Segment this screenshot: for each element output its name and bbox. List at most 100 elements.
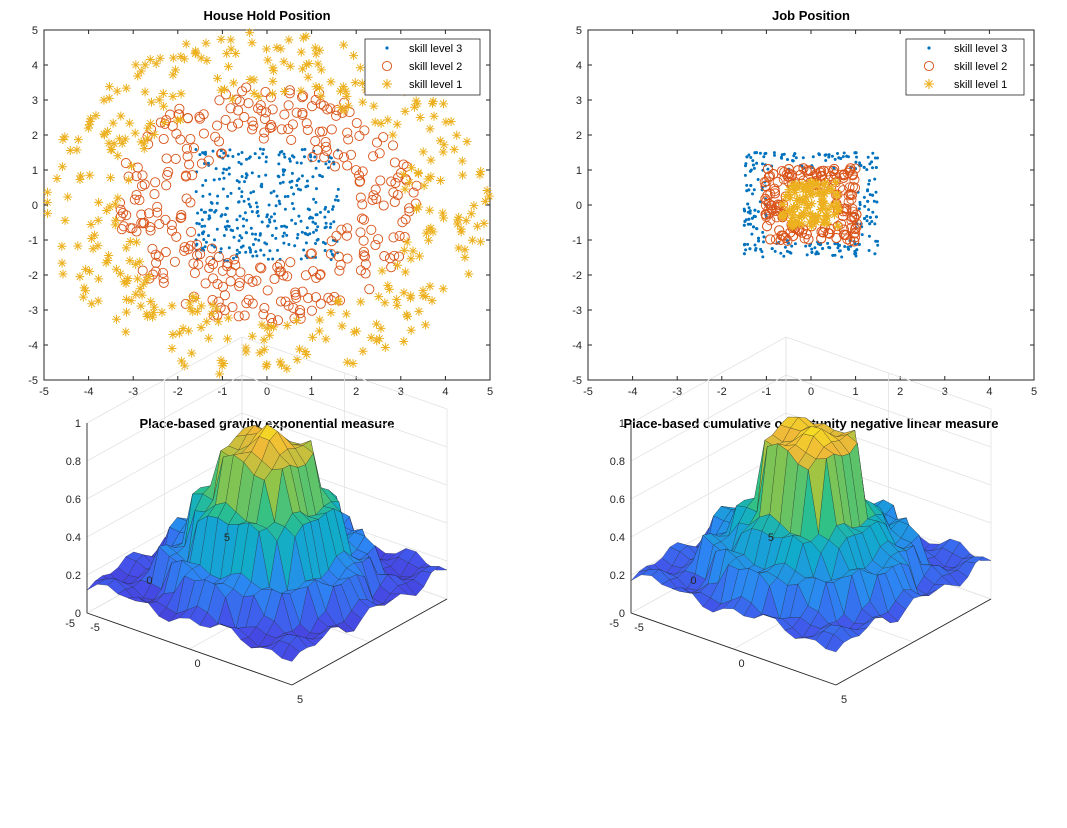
data-point [472,221,482,231]
data-point [226,44,236,54]
x-tick-label: 3 [942,386,948,398]
data-point [176,212,187,223]
data-point [787,211,797,221]
data-point [196,158,207,169]
data-point [753,208,757,212]
data-point [219,247,223,251]
y-tick-label: -3 [28,305,38,317]
data-point [244,176,248,180]
data-point [425,205,435,215]
data-point [266,257,270,261]
data-point [324,221,328,225]
data-point [242,224,245,228]
data-point [81,286,91,296]
data-point [336,199,340,202]
data-point [274,259,286,270]
data-point [862,195,866,199]
data-point [117,138,127,148]
data-point [392,260,402,270]
data-point [167,343,177,353]
z-tick-label: 1 [619,418,625,430]
data-point [748,209,752,213]
data-point [331,207,334,211]
data-point [830,177,841,188]
data-point [135,257,145,267]
data-point [187,170,198,181]
panel-household: House Hold Position -5 -4 -3 -2 -1 0 1 2 3 4 5 -5 -4… [28,8,494,398]
data-point [303,147,307,151]
data-point [268,63,278,73]
data-point [227,166,231,170]
data-point [342,91,352,101]
data-point [121,83,131,93]
data-point [278,202,282,206]
data-point [222,176,226,180]
data-point [753,243,757,247]
data-point [334,265,345,276]
data-point [453,215,463,225]
data-point [829,163,840,174]
data-point [52,174,62,184]
data-point [87,299,97,309]
data-point [284,35,294,45]
gravity-ticks: 00.20.40.60.81-505-505 [65,418,303,706]
data-point [139,144,149,154]
x-axis [630,612,837,686]
data-point [874,190,878,194]
data-point [281,180,285,184]
data-point [358,246,369,257]
data-point [250,232,254,236]
data-point [429,111,439,121]
data-point [332,162,336,166]
data-point [461,216,471,226]
data-point [131,259,141,269]
data-point [305,179,309,183]
data-point [78,292,88,302]
data-point [199,208,203,212]
data-point [136,217,147,228]
data-point [140,60,150,70]
data-point [237,180,241,184]
data-point [208,273,219,284]
data-point [194,190,198,194]
data-point [201,151,205,155]
data-point [142,311,152,321]
data-point [240,151,244,154]
data-point [314,166,318,170]
data-point [782,207,792,217]
data-point [323,292,334,303]
data-point [223,225,227,229]
data-point [174,328,184,338]
data-point [196,323,206,333]
data-point [484,191,494,201]
data-point [312,230,315,234]
data-point [198,128,209,139]
data-point [388,187,399,198]
data-point [179,242,190,253]
data-point [745,155,749,159]
z-tick-label: 1 [75,418,81,430]
data-point [104,82,114,92]
data-point [236,226,239,230]
data-point [223,213,227,217]
data-point [267,218,271,222]
data-point [209,201,213,204]
household-points [42,28,494,379]
data-point [315,213,319,217]
data-point [321,141,332,152]
data-point [754,247,758,250]
data-point [93,296,103,306]
data-point [265,242,269,246]
data-point [240,175,244,178]
data-point [302,248,306,252]
data-point [215,369,225,379]
data-point [282,152,286,156]
data-point [762,240,765,244]
data-point [853,151,857,155]
data-point [252,243,255,246]
data-point [454,212,464,222]
data-point [387,140,399,151]
data-point [865,219,869,223]
y-tick-label: 0 [576,200,582,212]
data-point [831,177,841,187]
